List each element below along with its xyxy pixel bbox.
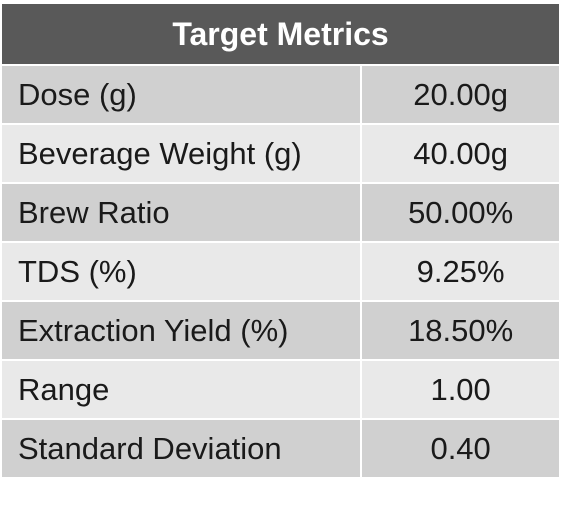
metric-value: 18.50%	[362, 302, 559, 359]
target-metrics-table: Target Metrics Dose (g) 20.00g Beverage …	[0, 2, 561, 479]
metric-value: 20.00g	[362, 66, 559, 123]
table-row-extraction-yield: Extraction Yield (%) 18.50%	[2, 302, 559, 359]
metric-label: Dose (g)	[2, 66, 361, 123]
metric-value: 50.00%	[362, 184, 559, 241]
metric-label: Beverage Weight (g)	[2, 125, 361, 182]
table-row-tds: TDS (%) 9.25%	[2, 243, 559, 300]
table-header-row: Target Metrics	[2, 4, 559, 64]
metric-value: 1.00	[362, 361, 559, 418]
table-title: Target Metrics	[2, 4, 559, 64]
metric-label: Range	[2, 361, 361, 418]
metric-label: Brew Ratio	[2, 184, 361, 241]
table-row-range: Range 1.00	[2, 361, 559, 418]
table-row-beverage-weight: Beverage Weight (g) 40.00g	[2, 125, 559, 182]
metric-label: Standard Deviation	[2, 420, 361, 477]
metric-label: Extraction Yield (%)	[2, 302, 361, 359]
metric-value: 40.00g	[362, 125, 559, 182]
metric-value: 9.25%	[362, 243, 559, 300]
metric-label: TDS (%)	[2, 243, 361, 300]
table-row-dose: Dose (g) 20.00g	[2, 66, 559, 123]
metric-value: 0.40	[362, 420, 559, 477]
table-row-standard-deviation: Standard Deviation 0.40	[2, 420, 559, 477]
table-row-brew-ratio: Brew Ratio 50.00%	[2, 184, 559, 241]
